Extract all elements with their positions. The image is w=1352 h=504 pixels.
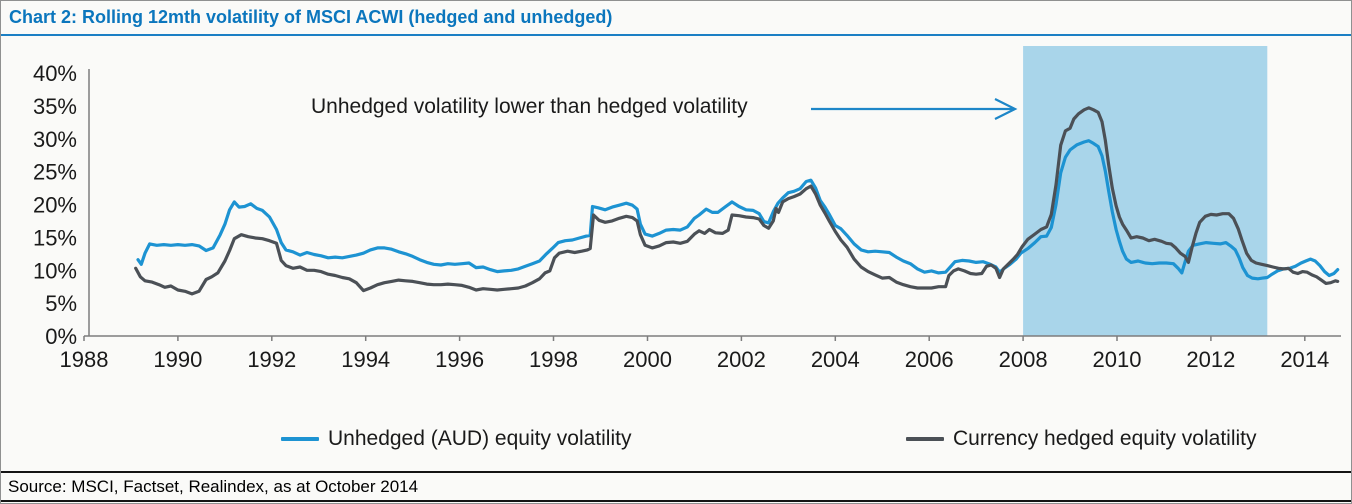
highlight-region (1023, 46, 1268, 336)
x-axis-label: 2008 (999, 347, 1048, 372)
x-axis-label: 1990 (153, 347, 202, 372)
y-axis-label: 20% (33, 193, 77, 218)
y-axis-label: 0% (45, 324, 77, 349)
legend-item-hedged: Currency hedged equity volatility (906, 427, 1257, 451)
x-axis-label: 1992 (247, 347, 296, 372)
x-axis-label: 1996 (435, 347, 484, 372)
x-axis-label: 1988 (60, 347, 109, 372)
x-axis-label: 2012 (1186, 347, 1235, 372)
y-axis-label: 10% (33, 258, 77, 283)
source-text: Source: MSCI, Factset, Realindex, as at … (8, 477, 419, 496)
y-axis-label: 5% (45, 291, 77, 316)
x-axis-label: 2010 (1093, 347, 1142, 372)
legend-swatch (281, 437, 319, 441)
chart-title: Chart 2: Rolling 12mth volatility of MSC… (9, 7, 613, 27)
y-axis-label: 35% (33, 94, 77, 119)
x-axis-label: 2014 (1280, 347, 1329, 372)
y-axis-label: 15% (33, 225, 77, 250)
volatility-chart: 1988 1990 1992 1994 1996 1998 2000 2002 2004 2006… (33, 46, 1341, 372)
series-line-hedged (134, 106, 1340, 296)
x-axis-label: 1998 (529, 347, 578, 372)
bottom-rule (1, 500, 1351, 502)
legend-item-unhedged: Unhedged (AUD) equity volatility (281, 427, 631, 451)
x-axis-label: 1994 (341, 347, 390, 372)
y-axis-label: 40% (33, 61, 77, 86)
axis-lines (84, 69, 1341, 337)
legend-label-unhedged: Unhedged (AUD) equity volatility (328, 427, 632, 450)
x-axis-label: 2000 (623, 347, 672, 372)
legend-swatch (906, 437, 944, 441)
title-underline-rule (1, 34, 1351, 36)
x-axis-label: 2002 (717, 347, 766, 372)
legend-label-hedged: Currency hedged equity volatility (953, 427, 1257, 450)
series-line-unhedged (136, 139, 1340, 281)
source-separator-rule (1, 471, 1351, 473)
chart-annotation: Unhedged volatility lower than hedged vo… (311, 95, 748, 118)
y-axis-label: 30% (33, 127, 77, 152)
x-axis-label: 2006 (905, 347, 954, 372)
annotation-arrow-head (994, 98, 1018, 120)
x-axis-label: 2004 (811, 347, 860, 372)
y-axis-label: 25% (33, 160, 77, 185)
